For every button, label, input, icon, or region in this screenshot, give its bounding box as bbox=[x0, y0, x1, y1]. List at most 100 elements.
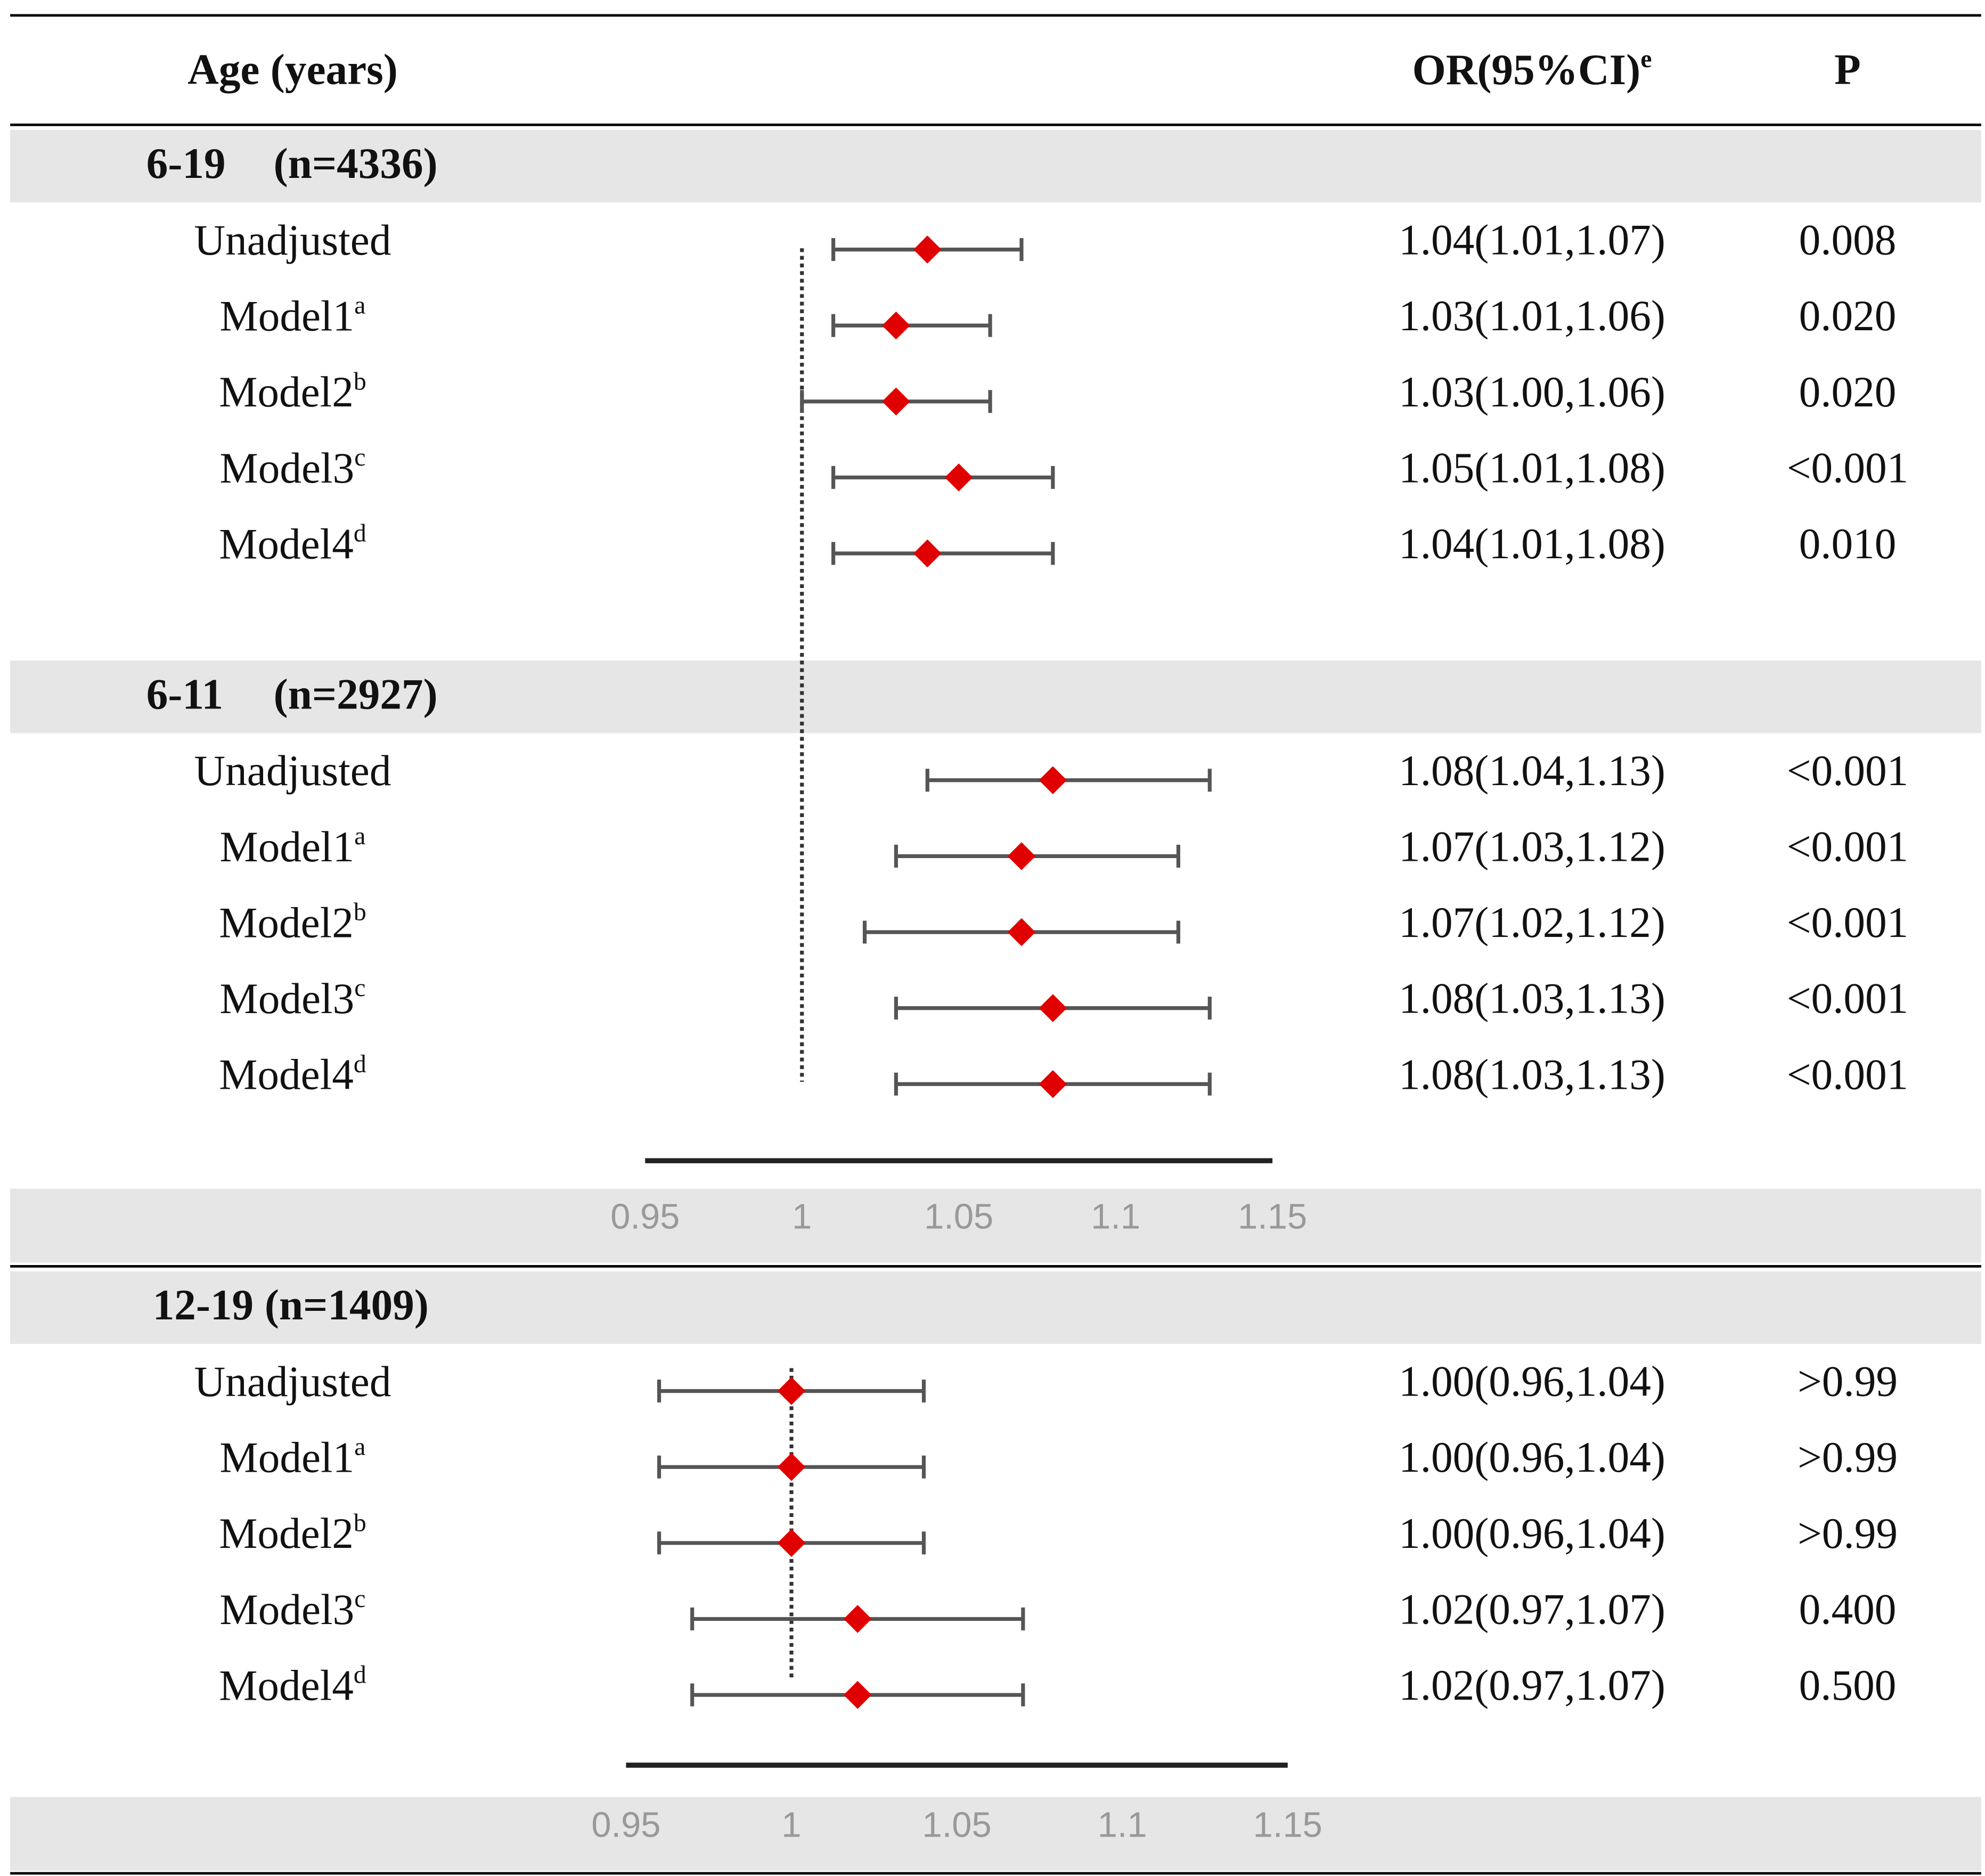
row-label-text: Model4 bbox=[219, 1661, 354, 1709]
p-value: 0.500 bbox=[1799, 1661, 1897, 1709]
tick-band bbox=[10, 1797, 1981, 1871]
row-label-text: Model4 bbox=[219, 1050, 354, 1098]
group-title: 6-11 bbox=[146, 670, 223, 718]
row-label-text: Model2 bbox=[219, 1510, 354, 1557]
x-tick-label: 1 bbox=[781, 1805, 801, 1845]
p-value: 0.010 bbox=[1799, 520, 1897, 568]
row-label-text: Model1 bbox=[220, 822, 355, 870]
or-marker bbox=[777, 1377, 806, 1405]
row-label-sup: a bbox=[354, 291, 365, 320]
group-n: (n=2927) bbox=[274, 670, 438, 718]
p-value: >0.99 bbox=[1798, 1510, 1898, 1557]
row-label-text: Model1 bbox=[220, 1433, 355, 1481]
header-label: Age (years) bbox=[187, 45, 398, 93]
ci-label: 1.02(0.97,1.07) bbox=[1399, 1585, 1665, 1633]
row-label-text: Unadjusted bbox=[194, 1358, 391, 1406]
ci-label: 1.00(0.96,1.04) bbox=[1399, 1433, 1665, 1481]
row-label-sup: d bbox=[354, 519, 366, 548]
row-label-text: Model3 bbox=[220, 1585, 355, 1633]
p-value: >0.99 bbox=[1798, 1433, 1898, 1481]
x-tick-label: 1.1 bbox=[1098, 1805, 1147, 1845]
row-label: Model1a bbox=[220, 291, 366, 340]
row-label-sup: c bbox=[354, 1585, 365, 1613]
row-label-sup: a bbox=[354, 822, 365, 850]
ci-label: 1.02(0.97,1.07) bbox=[1399, 1661, 1665, 1709]
x-tick-label: 1.05 bbox=[924, 1197, 993, 1237]
row-label: Model3c bbox=[220, 974, 366, 1023]
row-label-sup: b bbox=[354, 1508, 366, 1537]
row-label: Model2b bbox=[219, 898, 366, 947]
ci-label: 1.03(1.00,1.06) bbox=[1399, 368, 1665, 416]
header-p: P bbox=[1834, 45, 1861, 93]
p-value: <0.001 bbox=[1787, 899, 1909, 947]
p-value: 0.400 bbox=[1799, 1585, 1897, 1633]
or-marker bbox=[843, 1681, 872, 1709]
ci-label: 1.00(0.96,1.04) bbox=[1399, 1510, 1665, 1557]
row-label-text: Model2 bbox=[219, 899, 354, 947]
row-label: Model4d bbox=[219, 1661, 366, 1710]
or-marker bbox=[777, 1453, 806, 1481]
x-tick-label: 1.15 bbox=[1238, 1197, 1307, 1237]
p-value: <0.001 bbox=[1787, 747, 1909, 795]
row-label: Model3c bbox=[220, 443, 366, 492]
group-band bbox=[10, 660, 1981, 733]
row-label-text: Model1 bbox=[220, 292, 355, 340]
ci-label: 1.04(1.01,1.08) bbox=[1399, 520, 1665, 568]
tick-band bbox=[10, 1188, 1981, 1263]
x-tick-label: 1.05 bbox=[922, 1805, 992, 1845]
p-value: <0.001 bbox=[1787, 444, 1909, 492]
p-value: <0.001 bbox=[1787, 822, 1909, 870]
or-marker bbox=[1007, 842, 1036, 870]
ci-label: 1.08(1.03,1.13) bbox=[1399, 975, 1665, 1023]
row-label: Model3c bbox=[220, 1585, 366, 1634]
row-label-text: Model3 bbox=[220, 975, 355, 1023]
header-ci-text: OR(95%CI) bbox=[1412, 45, 1641, 93]
row-label-text: Model2 bbox=[219, 368, 354, 416]
p-value: <0.001 bbox=[1787, 1050, 1909, 1098]
row-label-sup: a bbox=[354, 1433, 365, 1461]
x-tick-label: 1 bbox=[792, 1197, 812, 1237]
row-label: Model2b bbox=[219, 1508, 366, 1557]
or-marker bbox=[882, 311, 910, 340]
row-label: Model4d bbox=[219, 519, 366, 568]
p-value: 0.020 bbox=[1799, 368, 1897, 416]
row-label-sup: c bbox=[354, 974, 365, 1002]
row-label: Model2b bbox=[219, 367, 366, 416]
or-marker bbox=[1007, 918, 1036, 947]
row-label: Unadjusted bbox=[194, 747, 391, 795]
p-value: >0.99 bbox=[1798, 1358, 1898, 1406]
or-marker bbox=[913, 539, 942, 568]
ci-label: 1.04(1.01,1.07) bbox=[1399, 216, 1665, 264]
group-n: (n=1409) bbox=[265, 1281, 429, 1329]
x-tick-label: 0.95 bbox=[610, 1197, 680, 1237]
or-marker bbox=[777, 1529, 806, 1557]
header-ci: OR(95%CI)e bbox=[1412, 45, 1652, 94]
or-marker bbox=[882, 387, 910, 416]
row-label: Unadjusted bbox=[194, 1358, 391, 1406]
group-title: 6-19 bbox=[146, 140, 226, 187]
ci-label: 1.00(0.96,1.04) bbox=[1399, 1358, 1665, 1406]
row-label-text: Model3 bbox=[220, 444, 355, 492]
p-value: <0.001 bbox=[1787, 975, 1909, 1023]
or-marker bbox=[1039, 994, 1067, 1022]
row-label-sup: b bbox=[354, 898, 366, 926]
or-marker bbox=[913, 235, 942, 264]
header-ci-sup: e bbox=[1640, 45, 1652, 73]
or-marker bbox=[1039, 1070, 1067, 1098]
group-band bbox=[10, 129, 1981, 203]
ci-label: 1.08(1.04,1.13) bbox=[1399, 747, 1665, 795]
row-label-sup: d bbox=[354, 1050, 366, 1078]
row-label: Model1a bbox=[220, 1433, 366, 1482]
or-marker bbox=[1039, 766, 1067, 795]
p-value: 0.020 bbox=[1799, 292, 1897, 340]
ci-label: 1.03(1.01,1.06) bbox=[1399, 292, 1665, 340]
row-label-sup: c bbox=[354, 443, 365, 471]
row-label: Model1a bbox=[220, 822, 366, 871]
row-label: Model4d bbox=[219, 1050, 366, 1099]
row-label-sup: b bbox=[354, 367, 366, 395]
p-value: 0.008 bbox=[1799, 216, 1897, 264]
row-label-text: Unadjusted bbox=[194, 747, 391, 795]
x-tick-label: 1.15 bbox=[1253, 1805, 1322, 1845]
row-label-text: Unadjusted bbox=[194, 216, 391, 264]
